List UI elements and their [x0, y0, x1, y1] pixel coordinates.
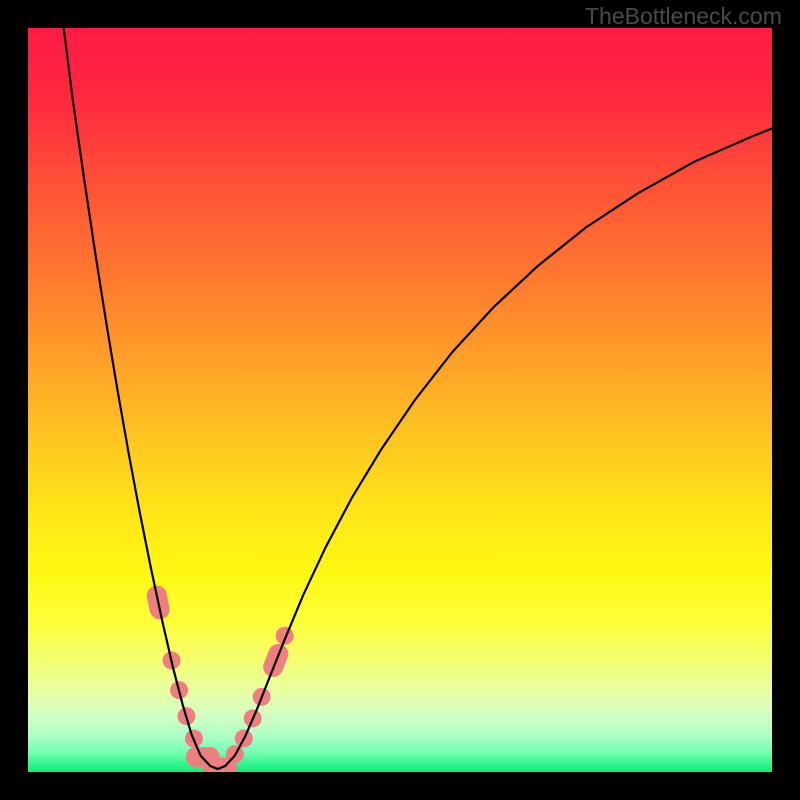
- chart-gradient-background: [28, 28, 772, 772]
- bottleneck-chart-svg: [0, 0, 800, 800]
- chart-root: TheBottleneck.com: [0, 0, 800, 800]
- watermark-text: TheBottleneck.com: [585, 3, 782, 30]
